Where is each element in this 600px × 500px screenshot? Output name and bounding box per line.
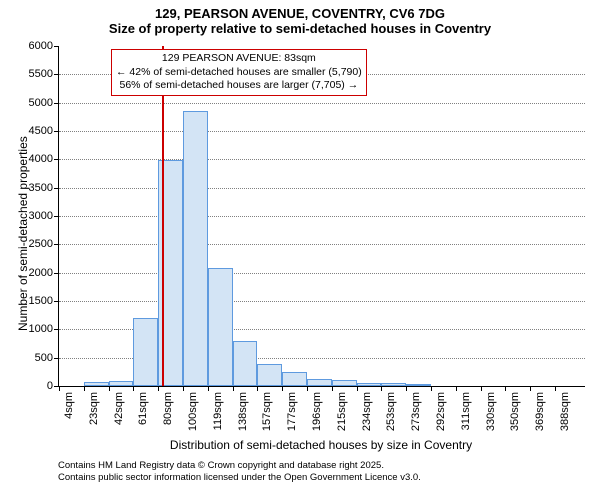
annotation-line-3: 56% of semi-detached houses are larger (… — [116, 79, 362, 93]
histogram-bar — [282, 372, 307, 386]
y-tick-label: 500 — [35, 352, 59, 364]
x-axis-title: Distribution of semi-detached houses by … — [58, 438, 584, 452]
chart-title-sub: Size of property relative to semi-detach… — [0, 21, 600, 40]
x-tick-label: 388sqm — [559, 392, 571, 431]
x-tick-label: 234sqm — [361, 392, 373, 431]
y-tick-label: 5000 — [29, 97, 59, 109]
x-tick-label: 157sqm — [261, 392, 273, 431]
annotation-line-2: ← 42% of semi-detached houses are smalle… — [116, 66, 362, 80]
y-tick-label: 2000 — [29, 267, 59, 279]
histogram-bar — [357, 383, 382, 386]
histogram-bar — [307, 379, 332, 386]
plot-area: 0500100015002000250030003500400045005000… — [58, 46, 585, 387]
x-tick-mark — [84, 386, 85, 391]
x-tick-label: 61sqm — [137, 392, 149, 425]
x-tick-label: 292sqm — [435, 392, 447, 431]
annotation-box: 129 PEARSON AVENUE: 83sqm← 42% of semi-d… — [111, 49, 367, 96]
x-tick-mark — [505, 386, 506, 391]
x-tick-mark — [332, 386, 333, 391]
histogram-bar — [133, 318, 158, 386]
x-tick-mark — [456, 386, 457, 391]
footnote-line-1: Contains HM Land Registry data © Crown c… — [58, 460, 384, 471]
gridline — [59, 301, 585, 302]
x-tick-label: 100sqm — [187, 392, 199, 431]
x-tick-label: 330sqm — [485, 392, 497, 431]
footnote-line-2: Contains public sector information licen… — [58, 472, 421, 483]
x-tick-mark — [406, 386, 407, 391]
histogram-bar — [183, 111, 208, 386]
annotation-line-1: 129 PEARSON AVENUE: 83sqm — [116, 52, 362, 66]
x-tick-label: 119sqm — [212, 392, 224, 430]
chart-container: 129, PEARSON AVENUE, COVENTRY, CV6 7DG S… — [0, 0, 600, 500]
histogram-bar — [84, 382, 109, 386]
histogram-bar — [332, 380, 357, 386]
x-tick-label: 253sqm — [385, 392, 397, 431]
y-tick-label: 2500 — [29, 238, 59, 250]
y-tick-label: 4000 — [29, 153, 59, 165]
x-tick-mark — [257, 386, 258, 391]
chart-title-main: 129, PEARSON AVENUE, COVENTRY, CV6 7DG — [0, 0, 600, 21]
x-tick-mark — [357, 386, 358, 391]
x-tick-mark — [530, 386, 531, 391]
x-tick-mark — [431, 386, 432, 391]
y-tick-label: 3000 — [29, 210, 59, 222]
property-marker-line — [162, 46, 164, 386]
x-tick-label: 177sqm — [286, 392, 298, 431]
x-tick-mark — [481, 386, 482, 391]
x-tick-mark — [208, 386, 209, 391]
x-tick-label: 273sqm — [410, 392, 422, 431]
x-tick-mark — [183, 386, 184, 391]
y-tick-label: 0 — [47, 380, 59, 392]
x-tick-label: 350sqm — [509, 392, 521, 431]
gridline — [59, 216, 585, 217]
x-tick-mark — [158, 386, 159, 391]
histogram-bar — [233, 341, 258, 386]
gridline — [59, 103, 585, 104]
x-tick-label: 196sqm — [311, 392, 323, 431]
histogram-bar — [208, 268, 233, 386]
y-tick-label: 1500 — [29, 295, 59, 307]
y-axis-title: Number of semi-detached properties — [16, 136, 30, 331]
histogram-bar — [406, 384, 431, 386]
x-tick-label: 215sqm — [336, 392, 348, 431]
histogram-bar — [109, 381, 134, 386]
histogram-bar — [381, 383, 406, 386]
x-tick-label: 138sqm — [237, 392, 249, 431]
y-tick-label: 3500 — [29, 182, 59, 194]
x-tick-mark — [233, 386, 234, 391]
x-tick-label: 311sqm — [460, 392, 472, 430]
x-tick-mark — [59, 386, 60, 391]
x-tick-mark — [133, 386, 134, 391]
x-tick-label: 4sqm — [63, 392, 75, 419]
gridline — [59, 188, 585, 189]
x-tick-mark — [555, 386, 556, 391]
x-tick-label: 369sqm — [534, 392, 546, 431]
gridline — [59, 273, 585, 274]
histogram-bar — [257, 364, 282, 386]
gridline — [59, 244, 585, 245]
y-tick-label: 5500 — [29, 68, 59, 80]
x-tick-mark — [109, 386, 110, 391]
y-tick-label: 6000 — [29, 40, 59, 52]
x-tick-mark — [282, 386, 283, 391]
x-tick-label: 42sqm — [113, 392, 125, 425]
x-tick-mark — [307, 386, 308, 391]
y-tick-label: 4500 — [29, 125, 59, 137]
y-tick-label: 1000 — [29, 323, 59, 335]
x-tick-label: 23sqm — [88, 392, 100, 425]
gridline — [59, 131, 585, 132]
gridline — [59, 159, 585, 160]
x-tick-mark — [381, 386, 382, 391]
x-tick-label: 80sqm — [162, 392, 174, 425]
